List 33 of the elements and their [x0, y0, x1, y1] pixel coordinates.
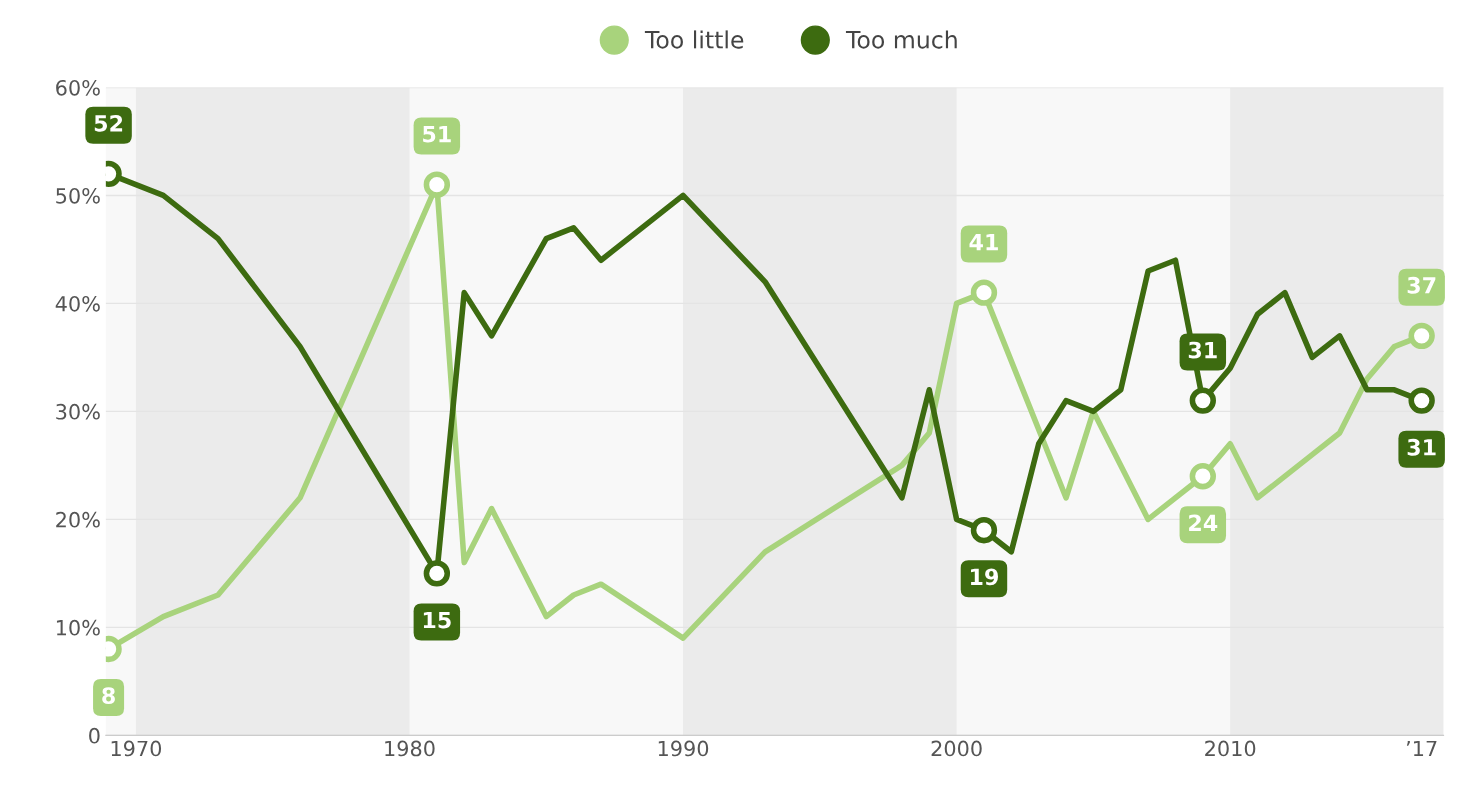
- data-label: 15: [423, 611, 451, 629]
- y-tick-label: 0: [89, 727, 100, 744]
- data-label: 8: [102, 687, 115, 705]
- point: [1408, 322, 1435, 350]
- y-tick-label: 30%: [56, 403, 100, 420]
- point: [1189, 387, 1216, 414]
- data-label: 24: [1189, 514, 1218, 531]
- point: [1189, 463, 1216, 490]
- y-tick-label: 20%: [56, 511, 100, 528]
- point: [970, 279, 998, 306]
- data-label: 19: [971, 568, 998, 586]
- y-tick-label: 10%: [56, 619, 100, 636]
- data-label: 31: [1188, 341, 1217, 359]
- legend-label: Too much: [845, 30, 957, 49]
- data-label: 51: [423, 125, 451, 143]
- data-label: 37: [1407, 276, 1436, 294]
- y-tick-label: 50%: [56, 187, 100, 204]
- x-tick-label: 2010: [1205, 740, 1256, 757]
- x-tick-label: 2000: [931, 740, 982, 757]
- point: [423, 560, 451, 587]
- x-tick-label: 1980: [385, 740, 435, 757]
- data-label: 52: [94, 114, 123, 132]
- x-tick-label: ’17: [1406, 740, 1437, 757]
- point: [1408, 387, 1435, 414]
- legend-label: Too little: [644, 30, 744, 49]
- point: [970, 517, 998, 544]
- data-label: 31: [1407, 438, 1436, 456]
- y-tick-label: 40%: [55, 295, 100, 312]
- point: [423, 171, 451, 198]
- x-tick-label: 1970: [111, 740, 162, 757]
- data-label: 41: [969, 233, 998, 251]
- x-tick-label: 1990: [658, 740, 709, 757]
- y-tick-label: 60%: [56, 79, 100, 96]
